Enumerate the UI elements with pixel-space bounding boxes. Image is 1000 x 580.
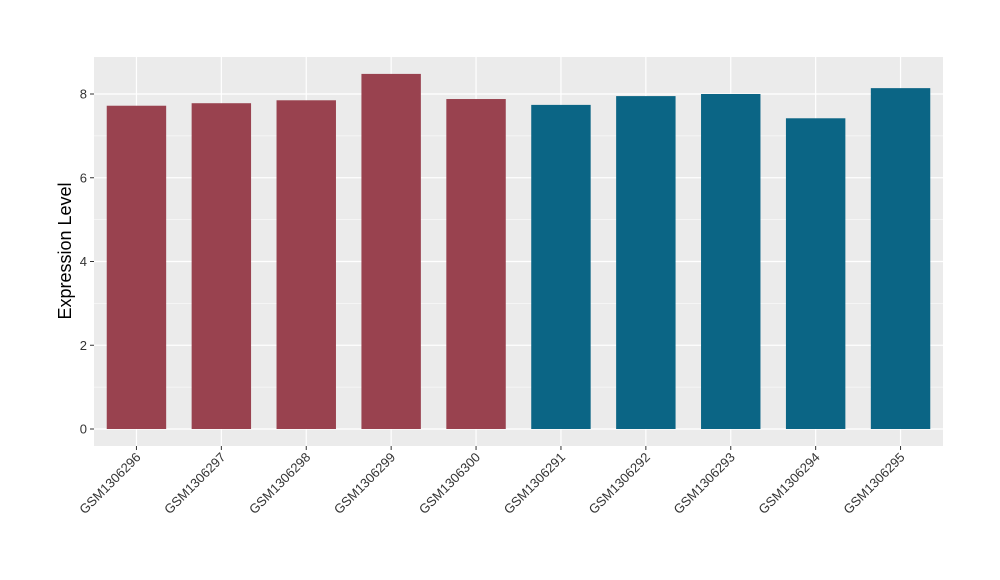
bar-GSM1306294 [785, 118, 846, 429]
x-tick-label: GSM1306292 [586, 450, 653, 517]
x-tick-label: GSM1306300 [416, 450, 483, 517]
bar-GSM1306299 [361, 73, 421, 430]
bar-GSM1306291 [531, 104, 591, 429]
x-axis: GSM1306296 GSM1306297 GSM1306298 GSM1306299… [76, 446, 908, 517]
x-tick-label: GSM1306294 [755, 450, 822, 517]
x-tick-label: GSM1306299 [331, 450, 398, 517]
x-tick-label: GSM1306295 [840, 450, 907, 517]
x-tick-label: GSM1306298 [246, 450, 313, 517]
y-tick-label: 8 [80, 87, 87, 102]
bar-GSM1306297 [191, 103, 252, 430]
y-axis: 0 2 4 6 8 [80, 87, 94, 437]
x-tick-label: GSM1306291 [501, 450, 568, 517]
y-tick-label: 2 [80, 338, 87, 353]
y-tick-label: 4 [80, 254, 87, 269]
bars [106, 73, 931, 430]
x-tick-label: GSM1306297 [161, 450, 228, 517]
bar-GSM1306293 [701, 94, 761, 429]
x-tick-label: GSM1306293 [671, 450, 738, 517]
bar-GSM1306295 [870, 88, 931, 429]
y-axis-title: Expression Level [55, 182, 75, 319]
x-tick-label: GSM1306296 [76, 450, 143, 517]
bar-GSM1306298 [276, 100, 336, 429]
bar-GSM1306300 [446, 99, 506, 430]
y-tick-label: 6 [80, 170, 87, 185]
bar-GSM1306296 [106, 105, 167, 429]
bar-GSM1306292 [616, 96, 676, 429]
y-tick-label: 0 [80, 422, 87, 437]
